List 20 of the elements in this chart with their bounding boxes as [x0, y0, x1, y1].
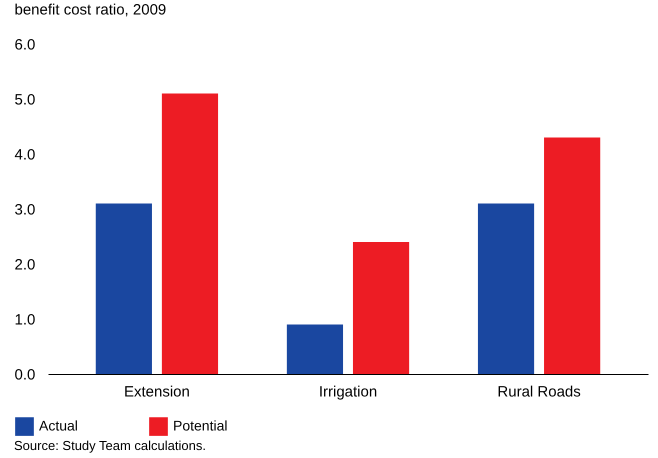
y-tick-label: 0.0: [14, 366, 36, 384]
bar: [478, 204, 534, 374]
y-tick-label: 5.0: [14, 92, 36, 108]
y-tick-label: 1.0: [14, 312, 36, 328]
bar: [286, 324, 344, 374]
legend-label: Potential: [173, 418, 228, 434]
y-tick-label: 2.0: [14, 256, 36, 274]
source-note: Source: Study Team calculations.: [14, 438, 206, 453]
x-tick-label: Extension: [124, 384, 190, 400]
y-tick-label: 4.0: [14, 146, 36, 164]
y-tick-label: 3.0: [14, 202, 36, 218]
bar: [544, 138, 600, 374]
legend-label: Actual: [39, 418, 78, 434]
x-tick-label: Rural Roads: [497, 384, 581, 400]
bar: [352, 242, 410, 374]
y-axis-title: benefit cost ratio, 2009: [14, 2, 166, 18]
bar: [162, 94, 218, 374]
y-tick-label: 6.0: [14, 36, 36, 54]
x-tick-label: Irrigation: [318, 384, 378, 400]
bar: [96, 204, 152, 374]
